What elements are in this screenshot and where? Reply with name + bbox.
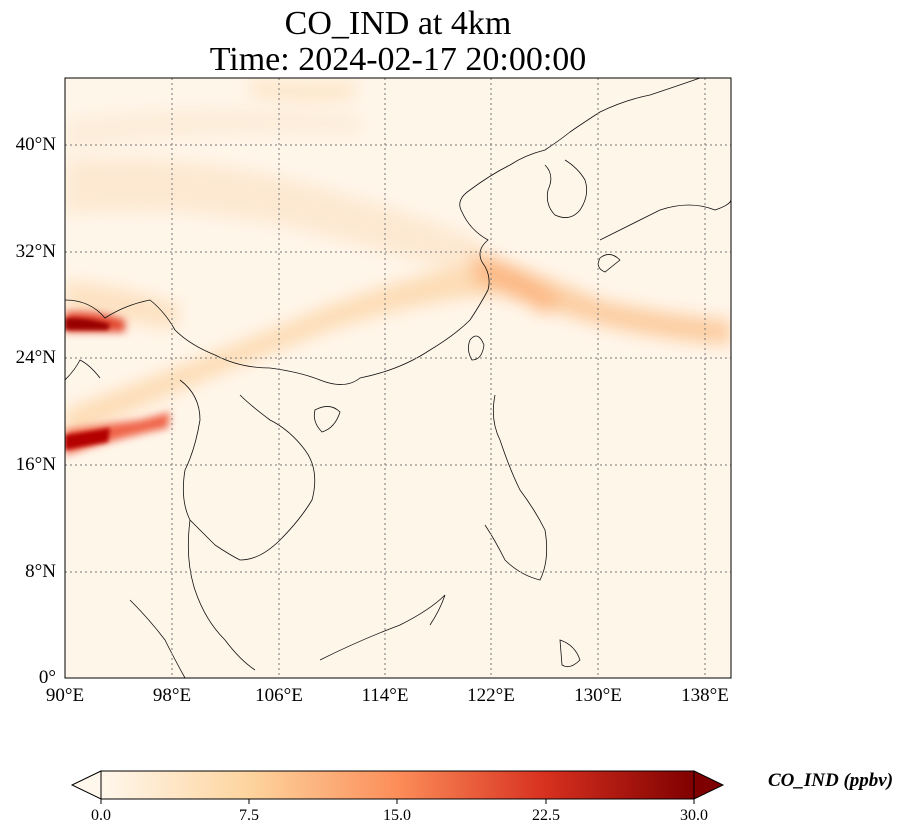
- gridlines: [65, 78, 731, 678]
- lon-tick-122e: 122°E: [467, 685, 515, 706]
- lat-tick-32n: 32°N: [15, 241, 56, 262]
- map-frame: [64, 77, 732, 679]
- lon-tick-98e: 98°E: [152, 685, 192, 706]
- co-concentration-field: [65, 78, 731, 678]
- lon-tick-90e: 90°E: [45, 685, 85, 706]
- coastlines: [65, 78, 731, 678]
- lon-tick-130e: 130°E: [574, 685, 622, 706]
- colorbar-tick-15: 15.0: [383, 807, 411, 824]
- map-subtitle-time: Time: 2024-02-17 20:00:00: [209, 41, 587, 78]
- lat-tick-8n: 8°N: [25, 561, 56, 582]
- lon-tick-114e: 114°E: [361, 685, 409, 706]
- lon-tick-138e: 138°E: [681, 685, 729, 706]
- colorbar-tick-22-5: 22.5: [532, 807, 560, 824]
- colorbar-label: CO_IND (ppbv): [768, 770, 894, 791]
- colorbar-tick-0: 0.0: [91, 807, 111, 824]
- lat-tick-16n: 16°N: [15, 454, 56, 475]
- colorbar: [70, 770, 725, 804]
- lon-tick-106e: 106°E: [255, 685, 303, 706]
- lat-tick-24n: 24°N: [15, 347, 56, 368]
- lat-tick-40n: 40°N: [15, 134, 56, 155]
- colorbar-tick-7-5: 7.5: [239, 807, 259, 824]
- lat-tick-0: 0°: [38, 667, 56, 688]
- map-title: CO_IND at 4km: [284, 5, 512, 42]
- colorbar-tick-30: 30.0: [680, 807, 708, 824]
